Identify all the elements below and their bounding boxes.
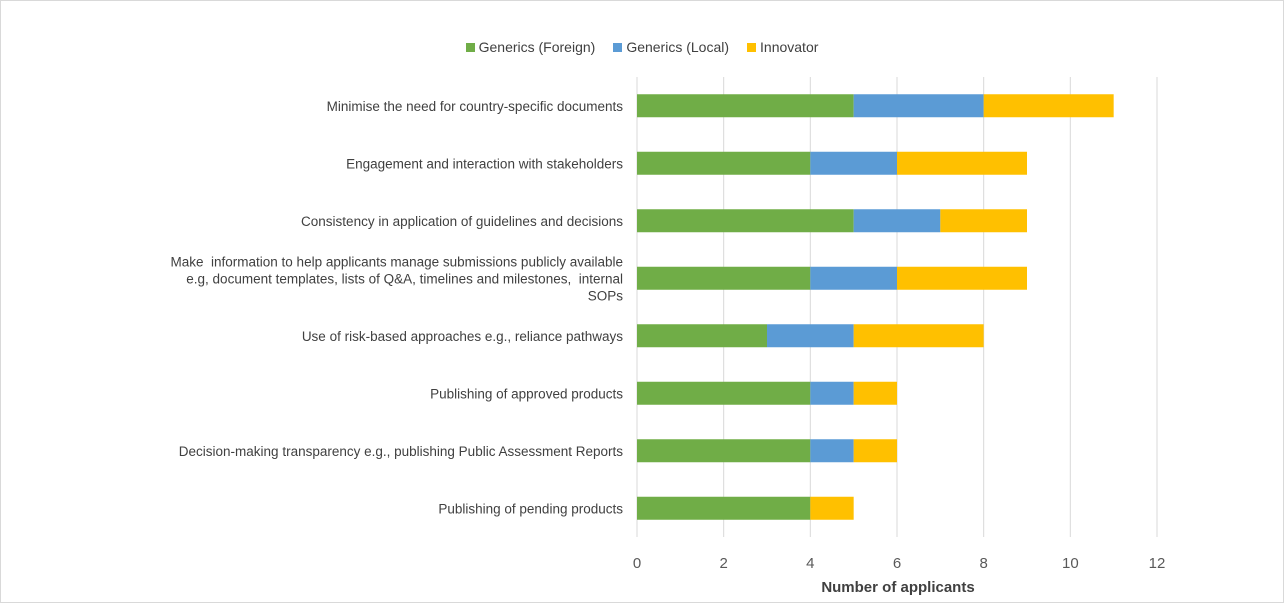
legend-label: Generics (Local)	[626, 39, 730, 55]
x-tick-label: 8	[979, 555, 987, 572]
bar-segment	[897, 266, 1027, 290]
x-axis-title: Number of applicants	[821, 579, 974, 596]
bar-segment	[637, 324, 767, 348]
bar-segment	[897, 151, 1027, 175]
category-label: Make information to help applicants mana…	[171, 254, 624, 269]
bar-segment	[637, 439, 811, 463]
legend-label: Generics (Foreign)	[478, 39, 596, 55]
legend-item-innovator: Innovator	[747, 39, 818, 55]
bar-segment	[853, 209, 941, 233]
bar-segment	[853, 324, 984, 348]
legend-swatch	[465, 42, 475, 52]
bar-segment	[810, 381, 854, 405]
x-tick-label: 4	[806, 555, 814, 572]
x-tick-label: 10	[1062, 555, 1079, 572]
category-label: Publishing of approved products	[430, 386, 623, 401]
bar-segment	[810, 151, 897, 175]
x-tick-label: 2	[719, 555, 727, 572]
bar-segment	[637, 266, 811, 290]
category-label: Use of risk-based approaches e.g., relia…	[302, 329, 623, 344]
legend-item-generics-foreign: Generics (Foreign)	[465, 39, 596, 55]
bar-segment	[983, 94, 1114, 118]
bar-segment	[637, 151, 811, 175]
legend: Generics (Foreign) Generics (Local) Inno…	[1, 39, 1283, 55]
bar-segment	[767, 324, 854, 348]
category-label: Engagement and interaction with stakehol…	[346, 156, 623, 171]
bar-segment	[810, 439, 854, 463]
legend-item-generics-local: Generics (Local)	[613, 39, 729, 55]
category-label: Consistency in application of guidelines…	[301, 214, 623, 229]
category-label: Minimise the need for country-specific d…	[327, 99, 624, 114]
x-tick-label: 0	[633, 555, 641, 572]
bar-segment	[853, 381, 897, 405]
bar-segment	[810, 496, 854, 520]
bar-segment	[637, 94, 854, 118]
legend-swatch	[613, 42, 623, 52]
category-label: SOPs	[588, 288, 624, 303]
bar-segment	[940, 209, 1027, 233]
category-label: Decision-making transparency e.g., publi…	[179, 444, 623, 459]
bar-segment	[853, 439, 897, 463]
legend-swatch	[747, 42, 757, 52]
x-tick-label: 6	[893, 555, 901, 572]
x-tick-label: 12	[1149, 555, 1166, 572]
bar-segment	[853, 94, 984, 118]
legend-label: Innovator	[760, 39, 819, 55]
bar-segment	[810, 266, 897, 290]
bar-segment	[637, 381, 811, 405]
category-label: Publishing of pending products	[438, 501, 623, 516]
category-label: e.g, document templates, lists of Q&A, t…	[186, 271, 623, 286]
bar-segment	[637, 496, 811, 520]
bar-segment	[637, 209, 854, 233]
